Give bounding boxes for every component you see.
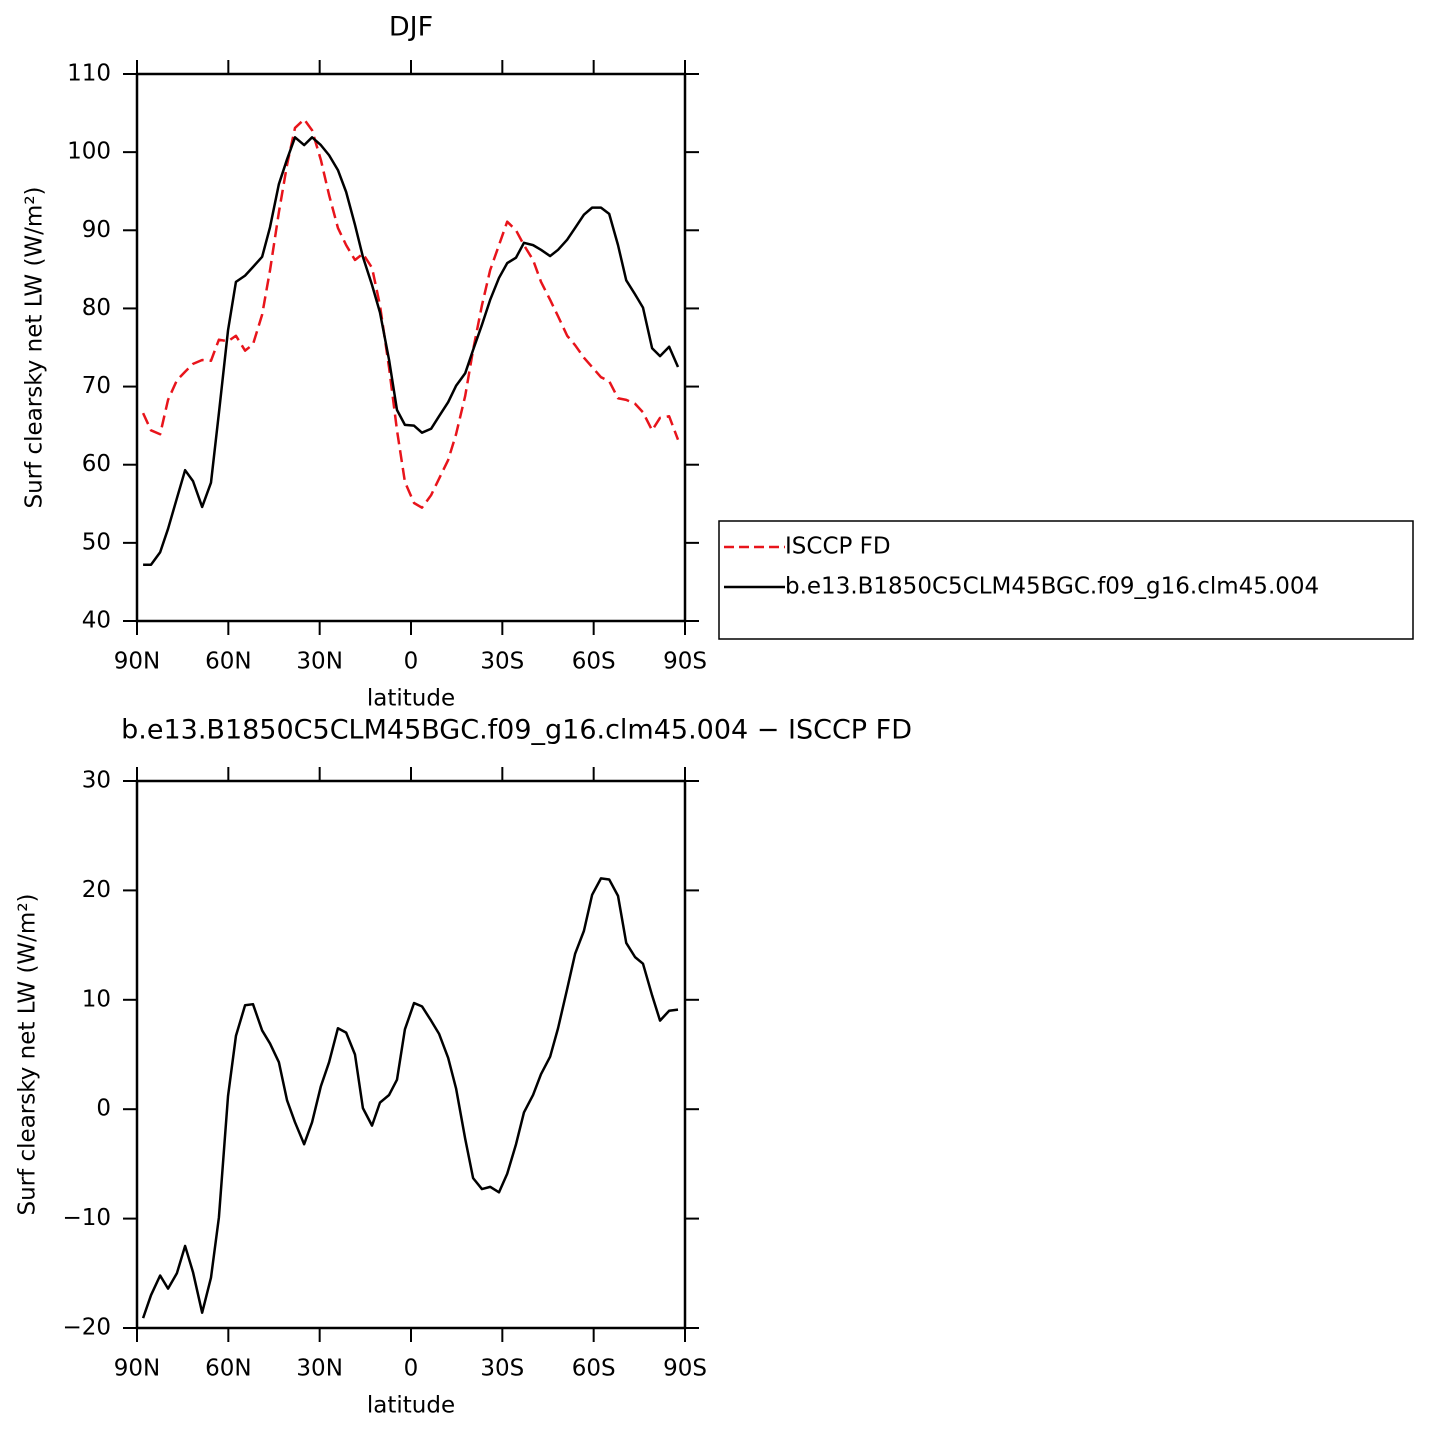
y-tick-label: 100 bbox=[67, 139, 111, 165]
y-axis-label: Surf clearsky net LW (W/m²) bbox=[22, 186, 48, 508]
x-tick-label: 60N bbox=[205, 649, 251, 675]
x-axis-label: latitude bbox=[367, 1393, 455, 1419]
x-tick-label: 60N bbox=[205, 1356, 251, 1382]
y-tick-label: 90 bbox=[82, 217, 111, 243]
legend-label: b.e13.B1850C5CLM45BGC.f09_g16.clm45.004 bbox=[785, 574, 1319, 600]
x-tick-label: 0 bbox=[404, 649, 419, 675]
x-axis-label: latitude bbox=[367, 686, 455, 712]
x-tick-label: 90S bbox=[663, 1356, 707, 1382]
legend-box bbox=[718, 520, 1414, 640]
x-tick-label: 60S bbox=[572, 649, 616, 675]
chart-title: DJF bbox=[389, 12, 433, 43]
y-tick-label: 20 bbox=[82, 877, 111, 903]
data-line bbox=[141, 118, 680, 509]
x-tick-label: 30N bbox=[296, 1356, 342, 1382]
data-line bbox=[143, 136, 680, 566]
y-tick-label: 30 bbox=[82, 768, 111, 794]
y-axis-label: Surf clearsky net LW (W/m²) bbox=[15, 893, 41, 1215]
x-tick-label: 90N bbox=[114, 649, 160, 675]
y-tick-label: 110 bbox=[67, 61, 111, 87]
chart-title: b.e13.B1850C5CLM45BGC.f09_g16.clm45.004 … bbox=[121, 715, 912, 746]
x-tick-label: 90N bbox=[114, 1356, 160, 1382]
y-tick-label: 50 bbox=[82, 529, 111, 555]
x-tick-label: 0 bbox=[404, 1356, 419, 1382]
y-tick-label: −20 bbox=[62, 1315, 111, 1341]
x-tick-label: 60S bbox=[572, 1356, 616, 1382]
plot-frame bbox=[135, 779, 687, 1330]
x-tick-label: 30N bbox=[296, 649, 342, 675]
x-tick-label: 30S bbox=[480, 649, 524, 675]
y-tick-label: 70 bbox=[82, 373, 111, 399]
legend-label: ISCCP FD bbox=[785, 534, 891, 560]
y-tick-label: 0 bbox=[96, 1096, 111, 1122]
y-tick-label: 10 bbox=[82, 986, 111, 1012]
y-tick-label: −10 bbox=[62, 1205, 111, 1231]
data-line bbox=[141, 877, 679, 1319]
x-tick-label: 30S bbox=[480, 1356, 524, 1382]
y-tick-label: 80 bbox=[82, 295, 111, 321]
y-tick-label: 40 bbox=[82, 608, 111, 634]
plot-frame bbox=[135, 72, 687, 623]
y-tick-label: 60 bbox=[82, 451, 111, 477]
x-tick-label: 90S bbox=[663, 649, 707, 675]
